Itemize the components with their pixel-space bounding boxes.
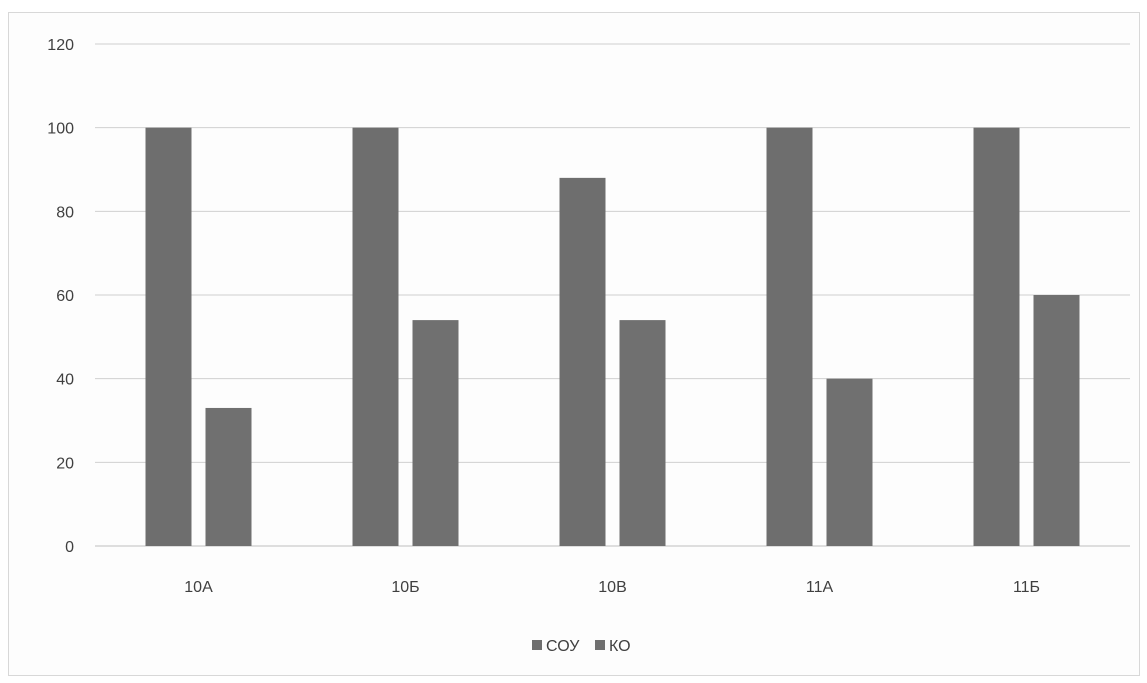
legend-label: КО — [609, 638, 631, 655]
grid-lines — [95, 43, 1130, 547]
bar-СОУ-10А — [145, 127, 192, 547]
x-tick-label: 10А — [184, 579, 213, 596]
bar-СОУ-11А — [766, 127, 813, 547]
bar-КО-11А — [826, 378, 873, 546]
y-tick-label: 100 — [47, 121, 74, 138]
y-axis-ticks: 0 20 40 60 80 100 120 — [47, 37, 74, 556]
x-tick-label: 11Б — [1013, 579, 1040, 596]
x-tick-label: 10Б — [391, 579, 419, 596]
y-tick-label: 120 — [47, 37, 74, 54]
x-tick-label: 11А — [806, 579, 834, 596]
bar-КО-10А — [205, 407, 252, 546]
legend-swatch-КО — [595, 640, 605, 650]
bar-КО-10Б — [412, 320, 459, 546]
y-tick-label: 80 — [56, 204, 74, 221]
legend: СОУ КО — [532, 638, 631, 655]
bar-СОУ-10В — [559, 177, 606, 546]
bar-КО-10В — [619, 320, 666, 546]
legend-swatch-СОУ — [532, 640, 542, 650]
x-tick-label: 10В — [598, 579, 626, 596]
x-axis-ticks: 10А 10Б 10В 11А 11Б — [184, 579, 1040, 596]
legend-label: СОУ — [546, 638, 580, 655]
bar-КО-11Б — [1033, 295, 1080, 546]
y-tick-label: 60 — [56, 288, 74, 305]
y-tick-label: 20 — [56, 455, 74, 472]
bars — [145, 127, 1080, 547]
bar-СОУ-10Б — [352, 127, 399, 547]
y-tick-label: 40 — [56, 372, 74, 389]
y-tick-label: 0 — [65, 539, 74, 556]
bar-СОУ-11Б — [973, 127, 1020, 547]
